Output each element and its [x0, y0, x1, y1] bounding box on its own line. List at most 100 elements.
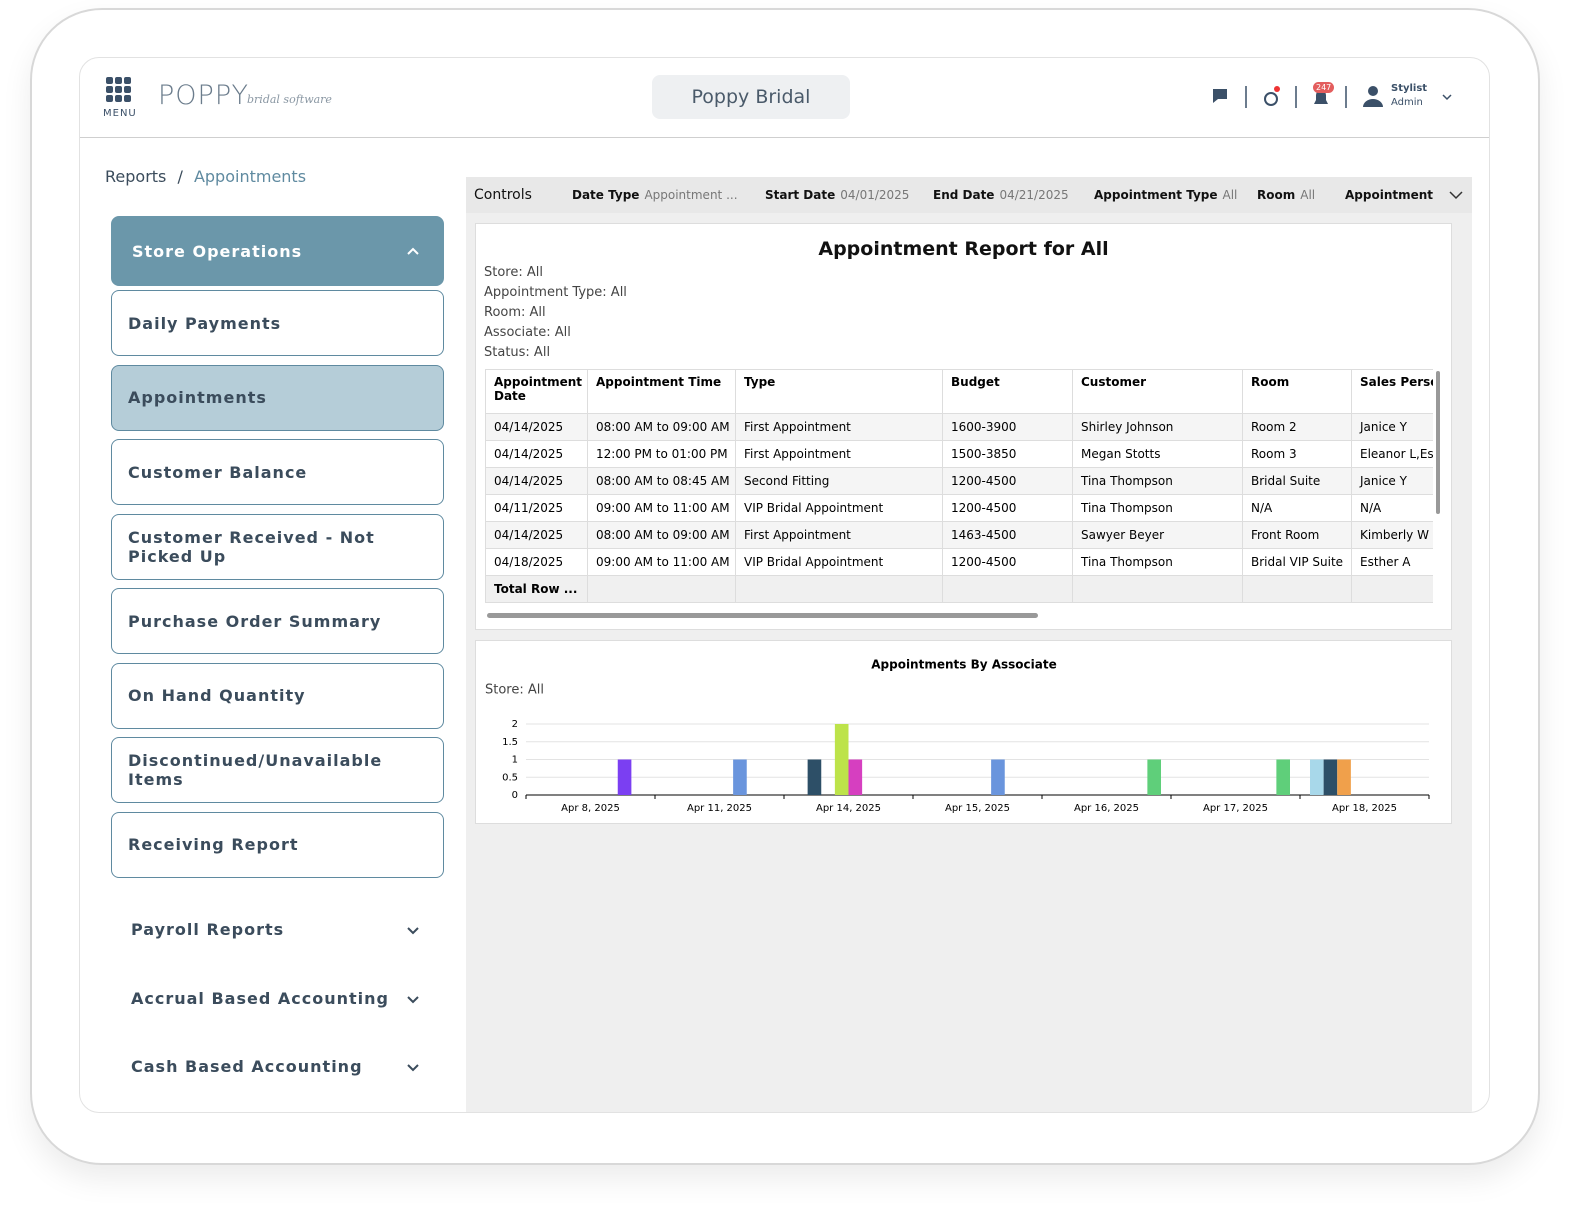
table-cell: Room 3 [1243, 441, 1352, 468]
table-cell: 04/11/2025 [486, 495, 588, 522]
control-filter[interactable]: End Date04/21/2025 [933, 188, 1069, 202]
chevron[interactable] [405, 923, 421, 939]
table-cell: Esther A [1352, 549, 1434, 576]
control-filter[interactable]: Start Date 04/01/2025 [765, 188, 909, 202]
bar [1310, 760, 1324, 796]
table-row: 04/14/202508:00 AM to 09:00 AMFirst Appo… [486, 522, 1434, 549]
x-tick-label: Apr 8, 2025 [561, 803, 620, 814]
filter-value: 04/21/2025 [999, 188, 1068, 202]
filter-value: 04/01/2025 [840, 188, 909, 202]
y-tick-label: 1 [512, 755, 518, 766]
x-tick-label: Apr 16, 2025 [1074, 803, 1139, 814]
table-row: 04/14/202508:00 AM to 08:45 AMSecond Fit… [486, 468, 1434, 495]
sidebar-item[interactable]: Appointments [111, 365, 444, 431]
menu-icon[interactable] [104, 75, 134, 105]
x-tick-label: Apr 11, 2025 [687, 803, 752, 814]
breadcrumb: Reports / Appointments [105, 167, 306, 186]
sidebar-item[interactable]: Customer Received - Not Picked Up [111, 514, 444, 580]
sidebar-item[interactable]: Customer Balance [111, 439, 444, 505]
app-screen: MENU POPPY bridal software Poppy Bridal … [79, 57, 1490, 1113]
table-cell [1352, 576, 1434, 603]
control-filter[interactable]: Appointment TypeAll [1094, 188, 1237, 202]
x-tick-label: Apr 15, 2025 [945, 803, 1010, 814]
bar [733, 760, 747, 796]
table-cell: Tina Thompson [1073, 495, 1243, 522]
table-cell: Front Room [1243, 522, 1352, 549]
breadcrumb-separator: / [177, 167, 182, 186]
table-cell: Bridal Suite [1243, 468, 1352, 495]
table-cell: 08:00 AM to 08:45 AM [588, 468, 736, 495]
table-cell: 12:00 PM to 01:00 PM [588, 441, 736, 468]
bar [1324, 760, 1338, 796]
table-cell: Megan Stotts [1073, 441, 1243, 468]
chart: Appointments By Associate Store: All 00.… [475, 640, 1452, 824]
sidebar-section-header[interactable]: Payroll Reports [131, 920, 284, 939]
table-cell: Janice Y [1352, 468, 1434, 495]
table-cell: 04/14/2025 [486, 468, 588, 495]
column-header: Sales Person [1352, 370, 1434, 414]
filter-label: Start Date [765, 188, 835, 202]
table-cell: First Appointment [736, 414, 943, 441]
control-filter[interactable]: Room All [1257, 188, 1315, 202]
chevron[interactable] [405, 1060, 421, 1076]
criteria-line: Appointment Type: All [484, 285, 627, 300]
logo: POPPY [158, 80, 249, 111]
control-filter[interactable]: Appointment [1345, 188, 1438, 202]
sidebar-item[interactable]: Purchase Order Summary [111, 588, 444, 654]
sidebar-section-header[interactable]: Accrual Based Accounting [131, 989, 389, 1008]
filter-value: Appointment ... [644, 188, 737, 202]
table-cell: 09:00 AM to 11:00 AM [588, 549, 736, 576]
table-row: 04/14/202512:00 PM to 01:00 PMFirst Appo… [486, 441, 1434, 468]
bar [1337, 760, 1351, 796]
total-label: Total Row ... [486, 576, 588, 603]
sidebar-section-header[interactable]: Cash Based Accounting [131, 1057, 363, 1076]
store-name[interactable]: Poppy Bridal [652, 75, 850, 119]
table-row: 04/11/202509:00 AM to 11:00 AMVIP Bridal… [486, 495, 1434, 522]
user-level: Admin [1391, 97, 1423, 108]
notification-badge: 247 [1313, 82, 1334, 93]
bar [849, 760, 863, 796]
h-scrollbar[interactable] [487, 613, 1038, 618]
bar [991, 760, 1005, 796]
table-cell: Tina Thompson [1073, 549, 1243, 576]
v-scrollbar[interactable] [1436, 371, 1440, 514]
chevron[interactable] [405, 992, 421, 1008]
sidebar-section-header[interactable]: Store Operations [111, 216, 444, 286]
filter-value: All [1300, 188, 1315, 202]
y-tick-label: 1.5 [502, 737, 518, 748]
table-cell: Second Fitting [736, 468, 943, 495]
sidebar-item[interactable]: Daily Payments [111, 290, 444, 356]
sidebar-item[interactable]: Discontinued/Unavailable Items [111, 737, 444, 803]
bar [618, 760, 632, 796]
table-cell: 04/14/2025 [486, 414, 588, 441]
table-cell [588, 576, 736, 603]
filter-label: Room [1257, 188, 1295, 202]
logo-tagline: bridal software [247, 93, 332, 106]
sidebar-item[interactable]: On Hand Quantity [111, 663, 444, 729]
table-cell: Bridal VIP Suite [1243, 549, 1352, 576]
controls-label: Controls [474, 187, 532, 203]
table-cell: Sawyer Beyer [1073, 522, 1243, 549]
table-cell: N/A [1243, 495, 1352, 522]
control-filter[interactable]: Date Type Appointment ... [572, 188, 738, 202]
chevron[interactable] [405, 243, 421, 259]
table-cell: 08:00 AM to 09:00 AM [588, 522, 736, 549]
table-cell: First Appointment [736, 522, 943, 549]
sidebar-item[interactable]: Receiving Report [111, 812, 444, 878]
y-tick-label: 2 [512, 719, 518, 730]
bar [1147, 760, 1161, 796]
criteria-line: Associate: All [484, 325, 571, 340]
chart-subtitle: Store: All [485, 683, 544, 698]
table-cell: 1600-3900 [943, 414, 1073, 441]
table-cell: 1200-4500 [943, 549, 1073, 576]
filter-label: Appointment Type [1094, 188, 1218, 202]
controls-toggle[interactable] [1448, 187, 1464, 203]
table-cell: 08:00 AM to 09:00 AM [588, 414, 736, 441]
table-cell: Janice Y [1352, 414, 1434, 441]
x-tick-label: Apr 18, 2025 [1332, 803, 1397, 814]
breadcrumb-item[interactable]: Reports [105, 167, 166, 186]
table-cell [1243, 576, 1352, 603]
filter-label: Date Type [572, 188, 639, 202]
filter-label: Appointment [1345, 188, 1433, 202]
breadcrumb-item: Appointments [194, 167, 306, 186]
